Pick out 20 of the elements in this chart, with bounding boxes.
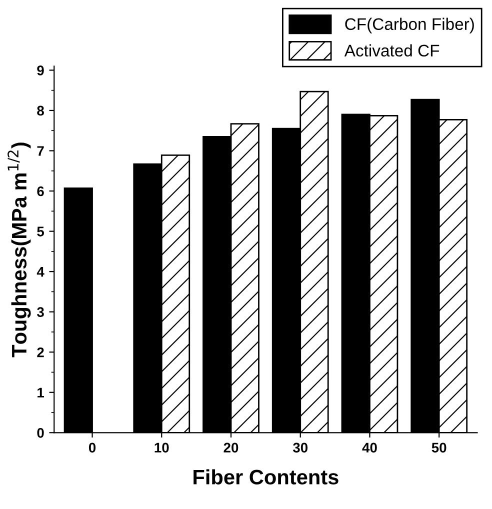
y-axis-title: Toughness(MPa m$^{1/2}$) bbox=[8, 142, 31, 358]
legend-label: CF(Carbon Fiber) bbox=[345, 18, 474, 34]
x-tick-label: 10 bbox=[154, 442, 169, 453]
legend-label: Activated CF bbox=[344, 44, 440, 57]
x-tick-label: 50 bbox=[432, 442, 446, 453]
x-tick-label: 0 bbox=[88, 442, 96, 453]
x-axis-title: Fiber Contents bbox=[194, 469, 338, 485]
y-tick-label: 7 bbox=[37, 146, 44, 156]
y-tick-label: 4 bbox=[36, 267, 44, 277]
x-tick-label: 20 bbox=[224, 442, 238, 453]
x-tick-label: 40 bbox=[362, 442, 377, 453]
y-tick-label: 6 bbox=[37, 186, 44, 196]
y-tick-label: 3 bbox=[36, 307, 44, 318]
y-tick-label: 5 bbox=[37, 226, 44, 236]
y-tick-label: 2 bbox=[37, 347, 44, 358]
x-tick-label: 30 bbox=[292, 442, 308, 453]
y-tick-label: 8 bbox=[37, 106, 44, 116]
y-tick-label: 9 bbox=[37, 66, 44, 76]
y-tick-label: 1 bbox=[38, 388, 44, 398]
y-tick-label: 0 bbox=[37, 428, 44, 438]
